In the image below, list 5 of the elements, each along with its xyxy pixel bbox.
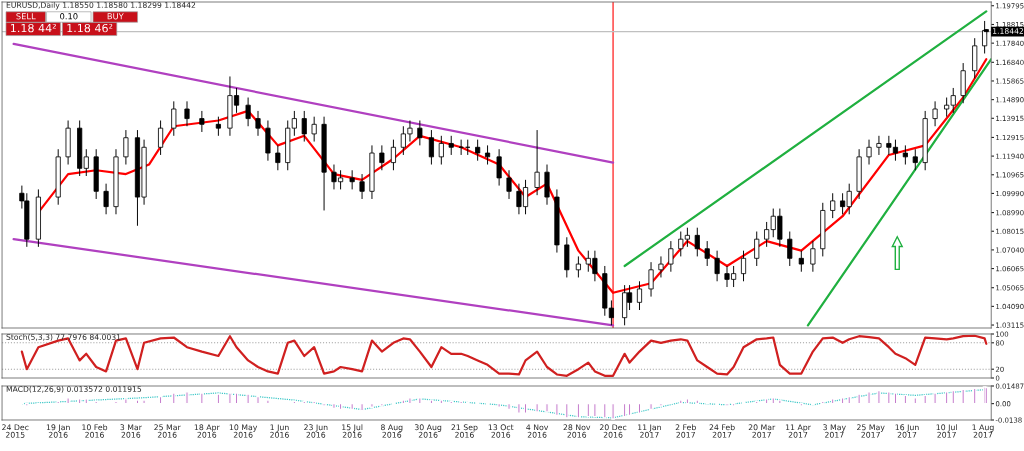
annotation: SELL [16, 13, 36, 20]
annotation: 1.18 44² [11, 23, 56, 33]
annotation: 0.10 [60, 13, 78, 20]
annotation: BUY [107, 13, 124, 20]
annotation: 1.18 46² [67, 23, 113, 33]
